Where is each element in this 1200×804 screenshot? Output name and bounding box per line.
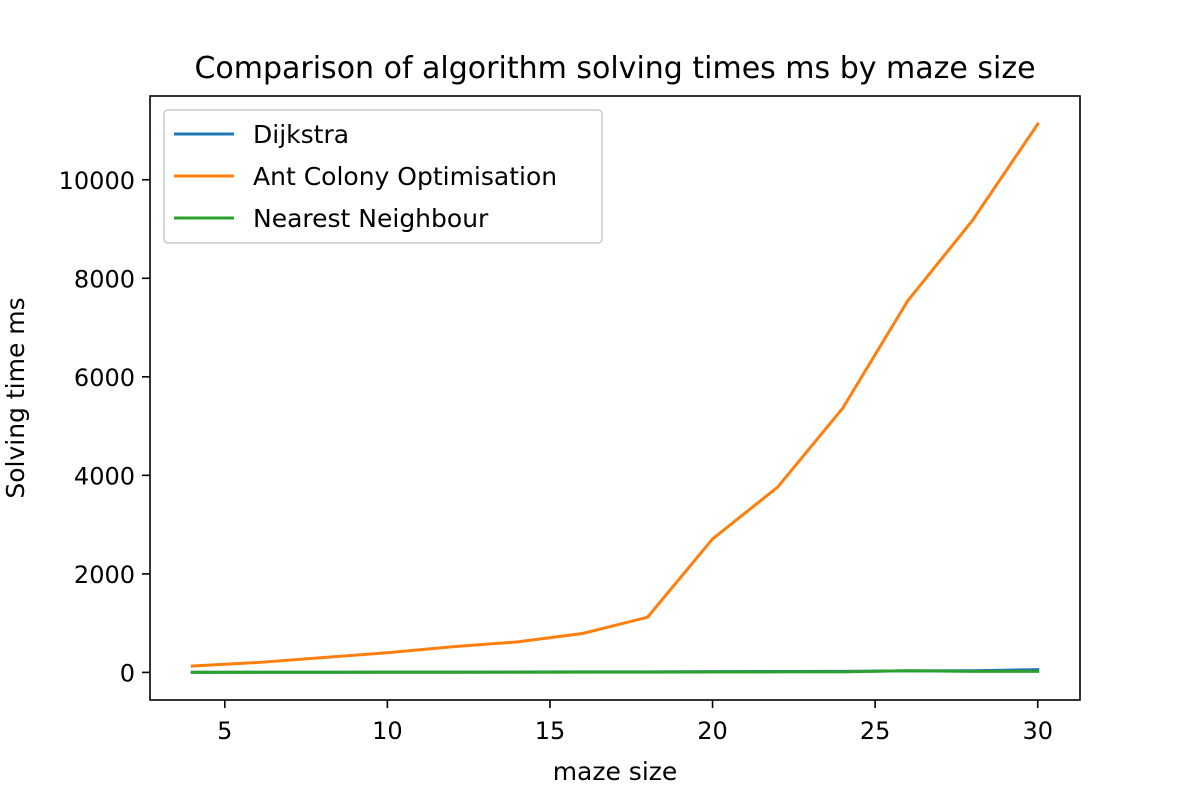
legend-label-1: Ant Colony Optimisation: [253, 162, 557, 191]
y-tick-label-4: 8000: [74, 265, 135, 293]
y-tick-label-3: 6000: [74, 364, 135, 392]
y-tick-label-0: 0: [120, 659, 135, 687]
y-tick-label-1: 2000: [74, 561, 135, 589]
y-axis-label: Solving time ms: [1, 297, 30, 498]
legend: Dijkstra Ant Colony Optimisation Nearest N…: [163, 109, 603, 244]
series-line-1: [190, 121, 1040, 668]
chart-title: Comparison of algorithm solving times ms…: [194, 51, 1035, 86]
legend-items: Dijkstra Ant Colony Optimisation Nearest N…: [174, 120, 557, 233]
x-axis-ticks: 5 10 15 20 25 30: [217, 700, 1053, 745]
y-tick-label-5: 10000: [59, 167, 135, 195]
x-tick-label-5: 30: [1022, 717, 1053, 745]
legend-box: [163, 109, 603, 244]
x-axis-label: maze size: [553, 757, 678, 786]
y-axis-ticks: 0 2000 4000 6000 8000 10000: [59, 167, 150, 687]
x-tick-label-0: 5: [217, 717, 232, 745]
series-line-2: [190, 669, 1040, 674]
series-layer: [190, 121, 1040, 674]
x-tick-label-1: 10: [372, 717, 403, 745]
x-tick-label-3: 20: [697, 717, 728, 745]
x-tick-label-4: 25: [860, 717, 891, 745]
legend-label-0: Dijkstra: [253, 120, 349, 149]
legend-label-2: Nearest Neighbour: [253, 204, 489, 233]
y-tick-label-2: 4000: [74, 462, 135, 490]
x-tick-label-2: 15: [535, 717, 566, 745]
plot-area-frame: [149, 95, 1081, 701]
